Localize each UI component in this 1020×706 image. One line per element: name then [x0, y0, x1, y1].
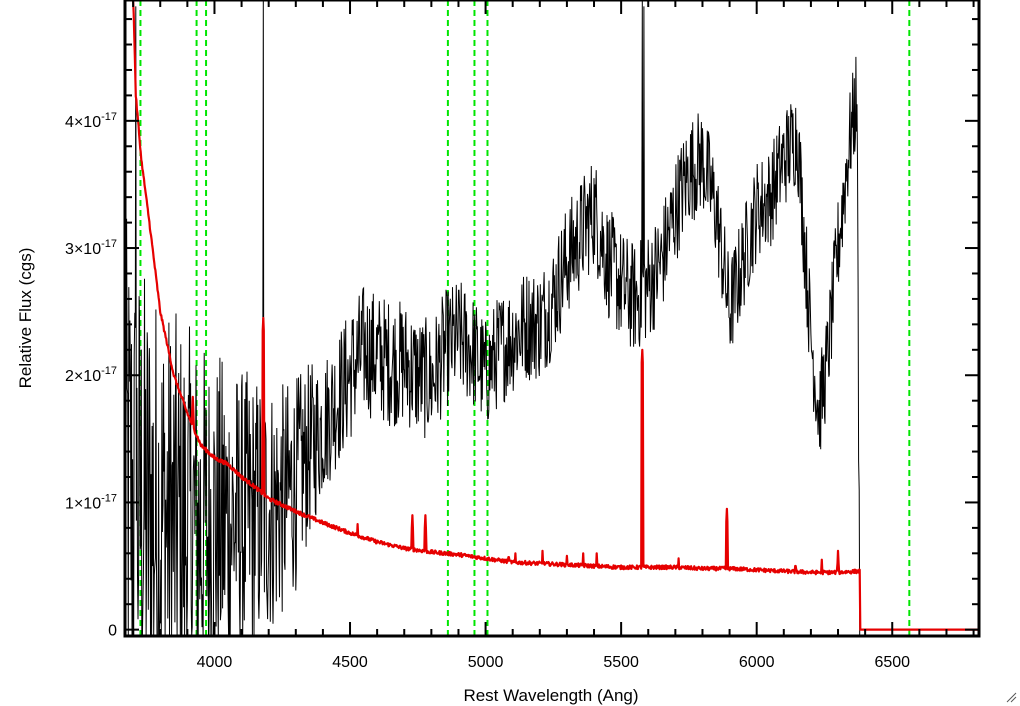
x-tick-label: 5000: [468, 654, 504, 671]
y-tick-label: 0: [108, 623, 117, 640]
x-axis-title: Rest Wavelength (Ang): [463, 686, 638, 705]
x-tick-label: 4000: [197, 654, 233, 671]
y-tick-labels: 0 1×10-17 2×10-17 3×10-17 4×10-17: [65, 111, 117, 640]
resize-grip-icon[interactable]: [1005, 691, 1017, 703]
y-tick-label: 3×10-17: [65, 238, 117, 258]
x-tick-label: 6000: [739, 654, 775, 671]
axes-layer: [123, 0, 981, 638]
plot-frame: [123, 0, 981, 638]
error-spectrum-line: [132, 0, 979, 631]
y-tick-label: 1×10-17: [65, 492, 117, 512]
y-tick-label: 2×10-17: [65, 365, 117, 385]
x-tick-labels: 4000 4500 5000 5500 6000 6500: [197, 654, 910, 671]
observed-spectrum-line: [124, 0, 979, 637]
y-tick-label: 4×10-17: [65, 111, 117, 131]
x-tick-label: 4500: [332, 654, 368, 671]
y-axis-title: Relative Flux (cgs): [16, 248, 35, 389]
x-tick-label: 6500: [874, 654, 910, 671]
x-tick-label: 5500: [603, 654, 639, 671]
series-layer: [124, 0, 979, 637]
reference-lines: [139, 0, 911, 636]
